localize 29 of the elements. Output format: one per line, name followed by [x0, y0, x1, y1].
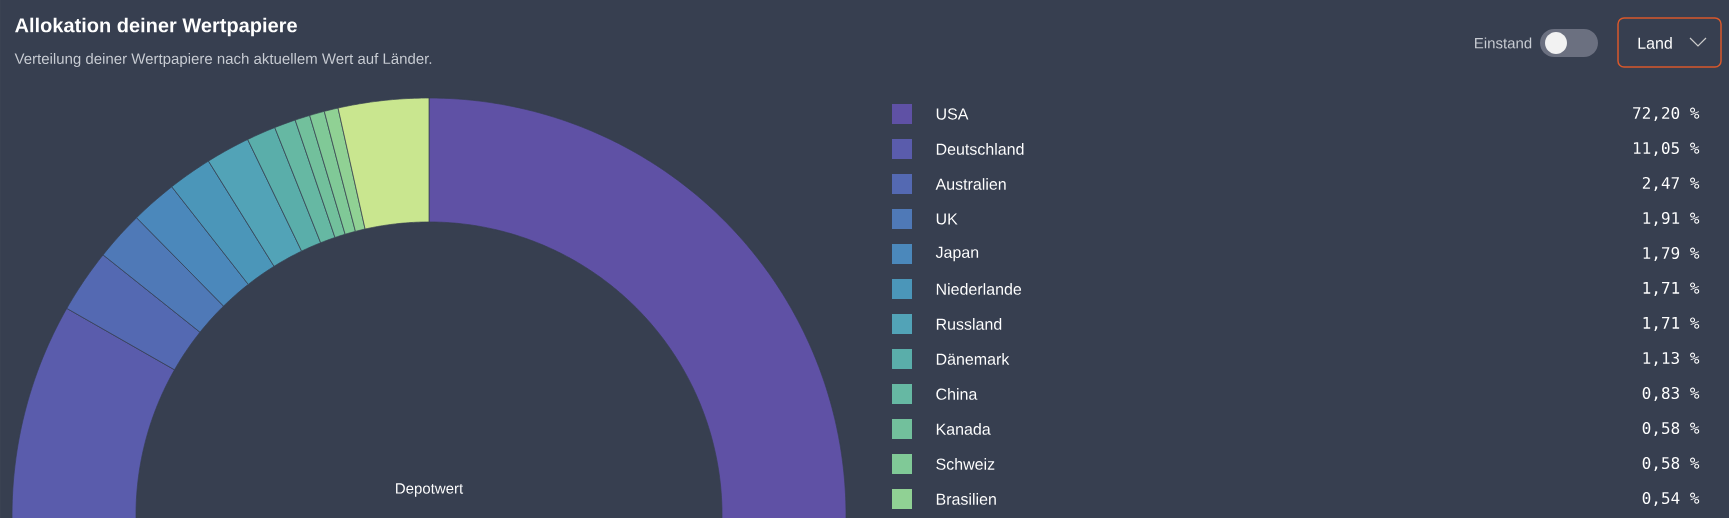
data-label: 72,20 % [1633, 106, 1700, 122]
legend-label: Australien [935, 178, 1006, 190]
legend-label: Japan [935, 246, 979, 262]
data-label: 1,71 % [1643, 282, 1700, 296]
data-label: 0,83 % [1642, 386, 1700, 402]
legend-label: Deutschland [936, 143, 1024, 155]
data-label: 1,13 % [1643, 351, 1700, 367]
legend-label: Dänemark [936, 353, 1010, 365]
data-label: 1,71 % [1643, 317, 1700, 331]
data-label: 2,47 % [1642, 176, 1700, 192]
text: Land [1638, 37, 1672, 49]
legend-label: Niederlande [936, 283, 1022, 295]
data-label: 1,79 % [1643, 246, 1700, 262]
legend-label: China [936, 388, 978, 400]
data-label: 0,54 % [1642, 491, 1700, 507]
legend-label: Schweiz [936, 458, 995, 470]
legend-label: UK [936, 213, 958, 225]
legend-label: USA [936, 108, 969, 120]
chart-subtitle: Verteilung deiner Wertpapiere nach aktuellem Wert auf Länder. [14, 53, 432, 67]
data-label: 1,91 % [1643, 211, 1700, 227]
legend-label: Brasilien [936, 493, 996, 505]
chart-title: Allokation deiner Wertpapiere [15, 17, 297, 37]
data-label: 0,58 % [1642, 421, 1700, 437]
legend-label: Kanada [936, 423, 991, 435]
legend-label: Russland [936, 318, 1002, 330]
text: Depotwert [396, 483, 464, 497]
data-label: 0,58 % [1642, 456, 1700, 472]
data-label: 11,05 % [1633, 141, 1700, 157]
text: Einstand [1475, 37, 1532, 49]
